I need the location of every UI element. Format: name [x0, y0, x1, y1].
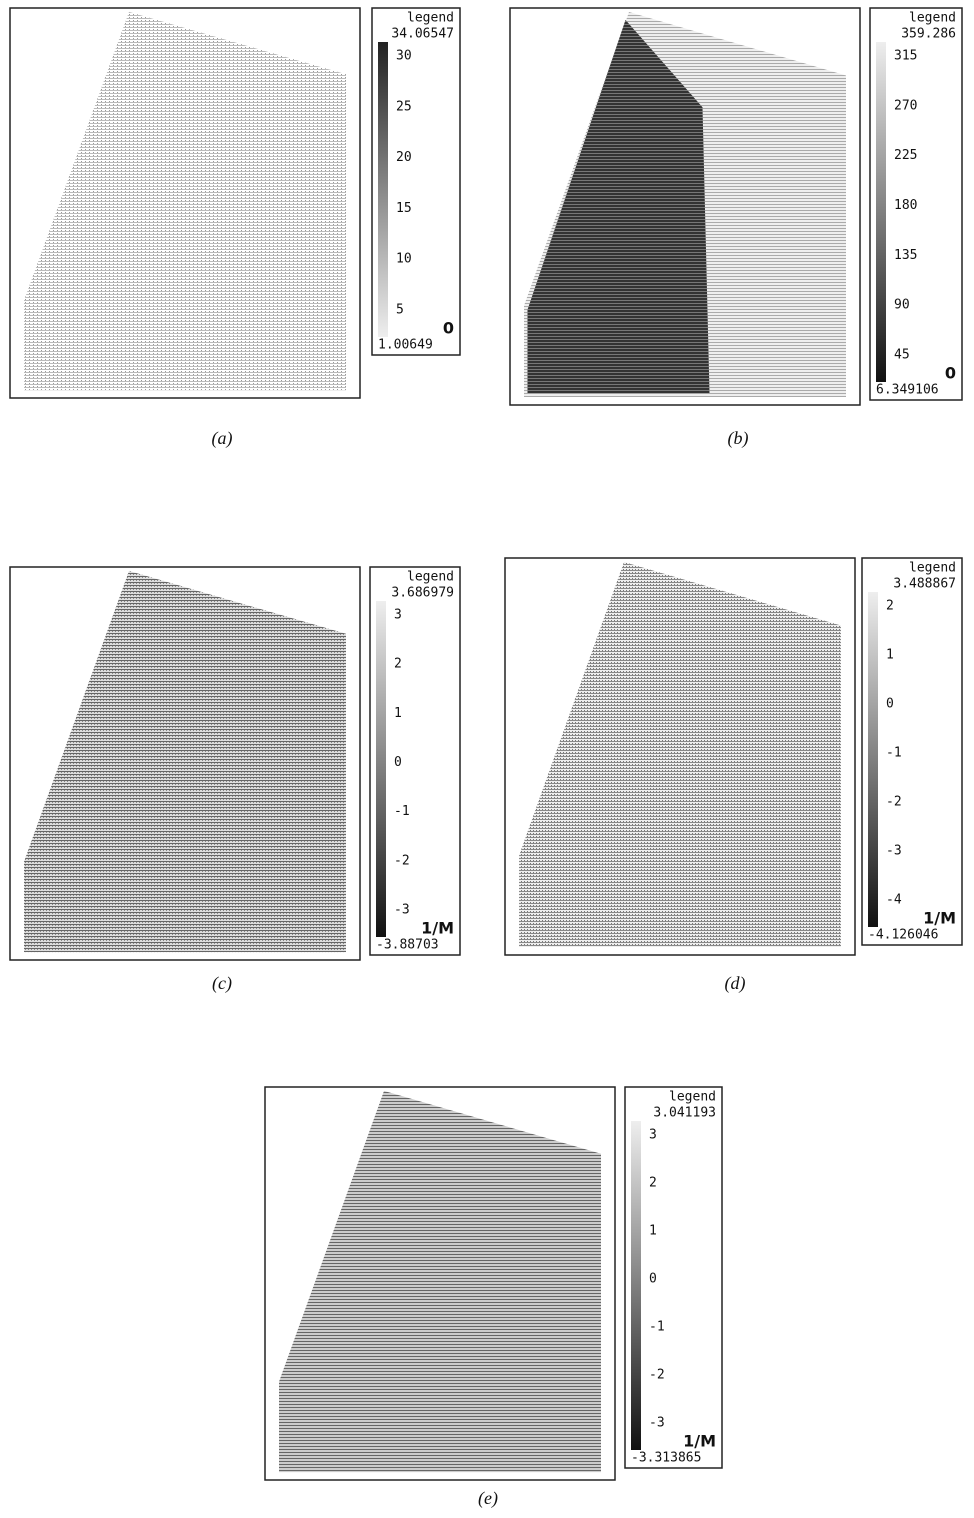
legend-tick-label: 20: [396, 150, 412, 165]
legend-title: legend: [407, 570, 454, 585]
legend-tick-label: 30: [396, 49, 412, 64]
legend-tick-label: -3: [649, 1416, 665, 1431]
legend-min: -3.313865: [631, 1451, 701, 1466]
page: {"panels": [ {"caption": "(a)", "legend"…: [0, 0, 974, 1514]
figure: legend34.06547302520151051.006490(a)lege…: [0, 0, 974, 1514]
legend-unit: 0: [945, 364, 956, 383]
legend-tick-label: 25: [396, 99, 412, 114]
legend-unit: 1/M: [421, 919, 454, 938]
legend-tick-label: 2: [649, 1176, 657, 1191]
legend-tick-label: 0: [886, 697, 894, 712]
legend-tick-label: 2: [886, 599, 894, 614]
legend-bar: [378, 42, 388, 337]
legend-tick-label: 0: [394, 755, 402, 770]
legend-min: 6.349106: [876, 383, 939, 398]
legend-min: 1.00649: [378, 338, 433, 353]
legend-min: -4.126046: [868, 928, 938, 943]
panel-caption: (a): [212, 428, 233, 449]
legend-tick-label: 5: [396, 303, 404, 318]
legend-tick-label: 1: [394, 706, 402, 721]
legend-tick-label: 3: [649, 1128, 657, 1143]
legend-tick-label: -2: [394, 853, 410, 868]
legend-bar: [631, 1121, 641, 1450]
legend-max: 3.686979: [391, 586, 454, 601]
legend-tick-label: 1: [886, 648, 894, 663]
legend-tick-label: -2: [886, 795, 902, 810]
legend-tick-label: 2: [394, 657, 402, 672]
legend-tick-label: -3: [394, 903, 410, 918]
legend-title: legend: [407, 11, 454, 26]
legend-tick-label: 45: [894, 348, 910, 363]
legend-tick-label: 0: [649, 1272, 657, 1287]
legend-tick-label: 180: [894, 198, 917, 213]
legend-tick-label: 90: [894, 298, 910, 313]
legend-bar: [376, 601, 386, 937]
legend-tick-label: 270: [894, 98, 917, 113]
legend-tick-label: 3: [394, 608, 402, 623]
legend-unit: 1/M: [923, 909, 956, 928]
legend-tick-label: 135: [894, 248, 917, 263]
legend-min: -3.88703: [376, 938, 439, 953]
legend-tick-label: 225: [894, 148, 917, 163]
legend-tick-label: -3: [886, 844, 902, 859]
legend-tick-label: 15: [396, 201, 412, 216]
legend-title: legend: [909, 561, 956, 576]
legend-tick-label: 1: [649, 1224, 657, 1239]
panel-caption: (d): [725, 973, 746, 994]
legend-unit: 0: [443, 319, 454, 338]
legend-unit: 1/M: [683, 1432, 716, 1451]
panel-caption: (e): [478, 1488, 498, 1509]
legend-max: 3.041193: [653, 1106, 716, 1121]
panel-caption: (c): [212, 973, 232, 994]
legend-tick-label: -4: [886, 893, 902, 908]
legend-max: 3.488867: [893, 577, 956, 592]
legend-tick-label: -1: [649, 1320, 665, 1335]
legend-tick-label: -2: [649, 1368, 665, 1383]
legend-max: 34.06547: [391, 27, 454, 42]
legend-max: 359.286: [901, 27, 956, 42]
legend-bar: [876, 42, 886, 382]
legend-title: legend: [909, 11, 956, 26]
legend-bar: [868, 592, 878, 927]
panel-caption: (b): [728, 428, 749, 449]
legend-tick-label: 315: [894, 49, 917, 64]
legend-tick-label: 10: [396, 252, 412, 267]
legend-title: legend: [669, 1090, 716, 1105]
legend-tick-label: -1: [394, 804, 410, 819]
legend-tick-label: -1: [886, 746, 902, 761]
